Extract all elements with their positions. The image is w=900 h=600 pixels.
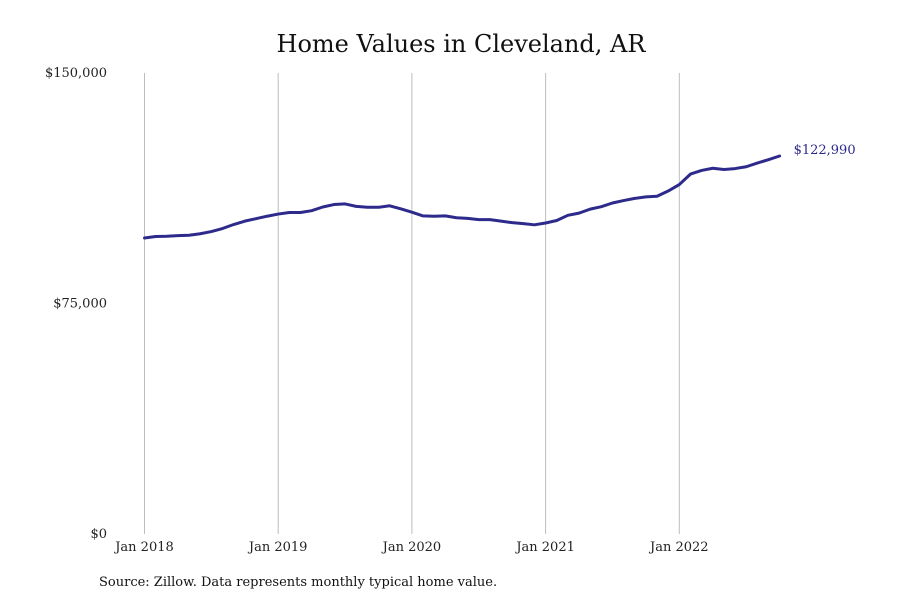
x-tick-label: Jan 2019 bbox=[247, 540, 308, 555]
x-tick-label: Jan 2018 bbox=[113, 540, 174, 555]
chart-title: Home Values in Cleveland, AR bbox=[277, 30, 647, 58]
x-tick-label: Jan 2021 bbox=[514, 540, 575, 555]
x-tick-label: Jan 2022 bbox=[648, 540, 709, 555]
y-tick-label: $75,000 bbox=[53, 297, 107, 312]
series-end-data-label: $122,990 bbox=[794, 143, 856, 158]
y-tick-label: $0 bbox=[90, 527, 107, 542]
series-line-home-value bbox=[143, 154, 782, 240]
x-tick-label: Jan 2020 bbox=[381, 540, 442, 555]
gridlines bbox=[144, 73, 680, 534]
y-axis-tick-labels: $0 $75,000 $150,000 bbox=[45, 66, 107, 542]
source-note: Source: Zillow. Data represents monthly … bbox=[99, 575, 497, 590]
y-tick-label: $150,000 bbox=[45, 66, 107, 81]
x-axis-tick-labels: Jan 2018 Jan 2019 Jan 2020 Jan 2021 Jan 2022 bbox=[113, 540, 708, 555]
